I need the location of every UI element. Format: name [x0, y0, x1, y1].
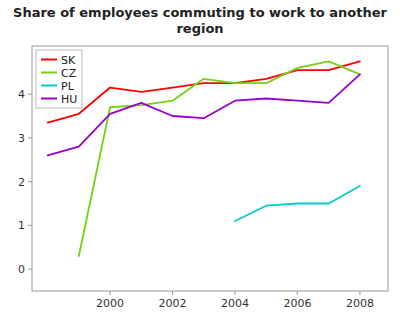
title-line: region [176, 21, 223, 36]
y-tick [28, 269, 32, 270]
y-tick [28, 137, 32, 138]
title: Share of employees commuting to work to … [13, 5, 388, 36]
x-tick-label: 2002 [159, 297, 187, 310]
legend: SKCZPLHU [36, 50, 82, 108]
y-tick-label: 3 [18, 132, 25, 145]
y-tick [28, 181, 32, 182]
series-group [48, 61, 360, 256]
legend-label: CZ [61, 67, 77, 80]
x-tick [110, 291, 111, 295]
y-tick-label: 2 [18, 176, 25, 189]
legend-swatch [41, 98, 57, 100]
legend-swatch [41, 59, 57, 61]
title-line: Share of employees commuting to work to … [13, 5, 388, 20]
legend-swatch [41, 72, 57, 74]
legend-swatch [41, 85, 57, 87]
x-tick [297, 291, 298, 295]
x-tick [234, 291, 235, 295]
series-line [48, 74, 360, 155]
x-tick [172, 291, 173, 295]
series-line [79, 61, 360, 256]
x-tick [359, 291, 360, 295]
chart: Share of employees commuting to work to … [0, 0, 400, 315]
x-tick-label: 2006 [283, 297, 311, 310]
x-tick-label: 2000 [96, 297, 124, 310]
y-tick [28, 94, 32, 95]
y-tick-label: 1 [18, 219, 25, 232]
y-tick [28, 225, 32, 226]
series-line [48, 61, 360, 122]
y-tick-label: 0 [18, 263, 25, 276]
legend-label: SK [61, 54, 76, 67]
legend-box [36, 50, 82, 108]
legend-label: HU [61, 93, 77, 106]
x-tick-label: 2004 [221, 297, 249, 310]
series-line [235, 186, 360, 221]
legend-label: PL [61, 80, 75, 93]
x-tick-label: 2008 [346, 297, 374, 310]
y-tick-label: 4 [18, 88, 25, 101]
plot-frame [32, 46, 388, 291]
